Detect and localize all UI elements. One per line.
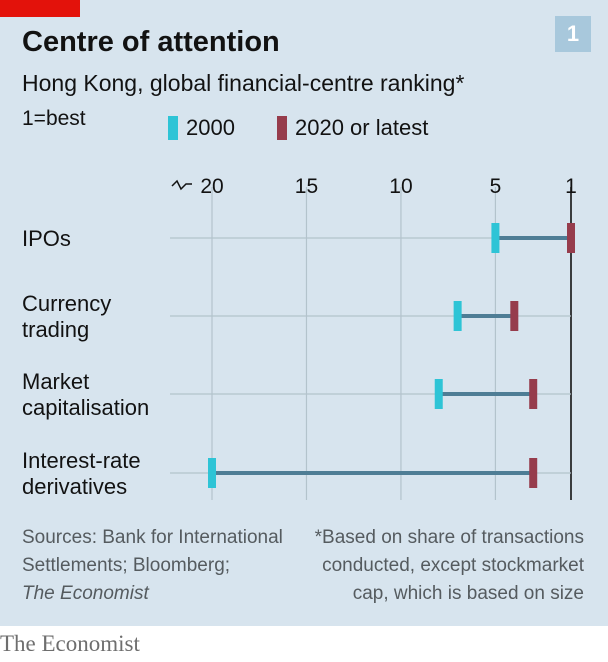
economist-logo: The Economist bbox=[0, 631, 140, 656]
category-label: trading bbox=[22, 317, 89, 342]
footnote-line-2: conducted, except stockmarket bbox=[322, 555, 584, 576]
brand-red-tag bbox=[0, 0, 80, 17]
source-line-1: Sources: Bank for International bbox=[22, 527, 283, 548]
category-label: Currency bbox=[22, 291, 111, 316]
category-label: IPOs bbox=[22, 226, 71, 251]
marker-2020 bbox=[529, 379, 538, 409]
x-tick-label: 10 bbox=[389, 175, 412, 198]
category-label: capitalisation bbox=[22, 395, 149, 420]
marker-2000 bbox=[453, 301, 462, 331]
chart-title: Centre of attention bbox=[22, 26, 280, 58]
marker-2000 bbox=[208, 458, 216, 488]
legend-label-2000: 2000 bbox=[186, 115, 235, 140]
marker-2000 bbox=[434, 379, 443, 409]
chart-panel: 1 Centre of attention Hong Kong, global … bbox=[0, 0, 608, 626]
legend-item-2020: 2020 or latest bbox=[277, 113, 428, 143]
marker-2020 bbox=[510, 301, 519, 331]
legend-swatch-2020 bbox=[277, 116, 287, 140]
footnote-line-3: cap, which is based on size bbox=[352, 583, 584, 604]
legend-swatch-2000 bbox=[168, 116, 178, 140]
scale-note: 1=best bbox=[22, 107, 86, 130]
category-label: Market bbox=[22, 369, 89, 394]
source-line-2: Settlements; Bloomberg; bbox=[22, 555, 231, 576]
source-line-3: The Economist bbox=[22, 583, 149, 604]
legend-item-2000: 2000 bbox=[168, 113, 235, 143]
x-tick-label: 5 bbox=[490, 175, 502, 198]
legend-label-2020: 2020 or latest bbox=[295, 115, 429, 140]
chart-number-badge: 1 bbox=[555, 16, 591, 52]
marker-2000 bbox=[491, 223, 500, 253]
source-note: Sources: Bank for International Settleme… bbox=[22, 524, 283, 608]
x-tick-label: 1 bbox=[565, 175, 577, 198]
category-label: derivatives bbox=[22, 474, 127, 499]
chart-subtitle: Hong Kong, global financial-centre ranki… bbox=[22, 70, 465, 96]
footnote-line-1: *Based on share of transactions bbox=[314, 527, 584, 548]
marker-2020 bbox=[567, 223, 575, 253]
x-tick-label: 20 bbox=[200, 175, 223, 198]
axis-break-mark bbox=[171, 179, 192, 191]
category-label: Interest-rate bbox=[22, 448, 141, 473]
x-tick-label: 15 bbox=[295, 175, 318, 198]
marker-2020 bbox=[529, 458, 538, 488]
footnote: *Based on share of transactions conducte… bbox=[315, 524, 584, 608]
